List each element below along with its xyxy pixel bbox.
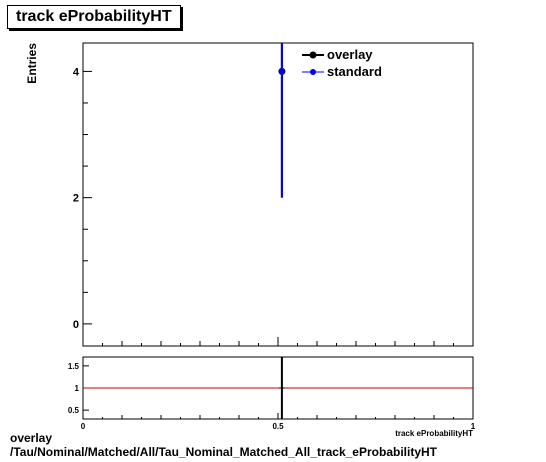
y-tick-label: 4 — [73, 66, 80, 78]
footer: overlay /Tau/Nominal/Matched/All/Tau_Nom… — [10, 431, 437, 459]
legend: overlay standard — [302, 47, 382, 79]
footer-line-1: overlay — [10, 431, 53, 445]
ratio-y-tick-label: 1.5 — [68, 362, 80, 371]
x-axis-label: track eProbabilityHT — [395, 429, 473, 438]
main-marks — [278, 43, 286, 198]
main-plot-frame — [82, 42, 474, 347]
x-tick-label: 0.5 — [272, 422, 284, 431]
y-axis-label: Entries — [25, 43, 39, 84]
main-axes: 0 2 4 — [73, 66, 474, 346]
data-point — [278, 68, 285, 75]
legend-overlay-label: overlay — [327, 47, 373, 62]
chart-title: track eProbabilityHT — [7, 5, 181, 29]
legend-standard-marker — [310, 69, 316, 75]
x-tick-label: 1 — [471, 422, 476, 431]
ratio-y-tick-label: 0.5 — [68, 406, 80, 415]
legend-overlay-marker — [309, 51, 317, 59]
ratio-axes: 0.511.50 0.5 1 — [68, 362, 476, 431]
ratio-y-tick-label: 1 — [75, 384, 80, 393]
ratio-marks — [83, 357, 473, 419]
y-tick-label: 0 — [73, 319, 79, 331]
x-tick-label: 0 — [81, 422, 86, 431]
legend-standard-label: standard — [327, 64, 382, 79]
footer-line-2: /Tau/Nominal/Matched/All/Tau_Nominal_Mat… — [10, 445, 437, 459]
y-tick-label: 2 — [73, 193, 79, 205]
